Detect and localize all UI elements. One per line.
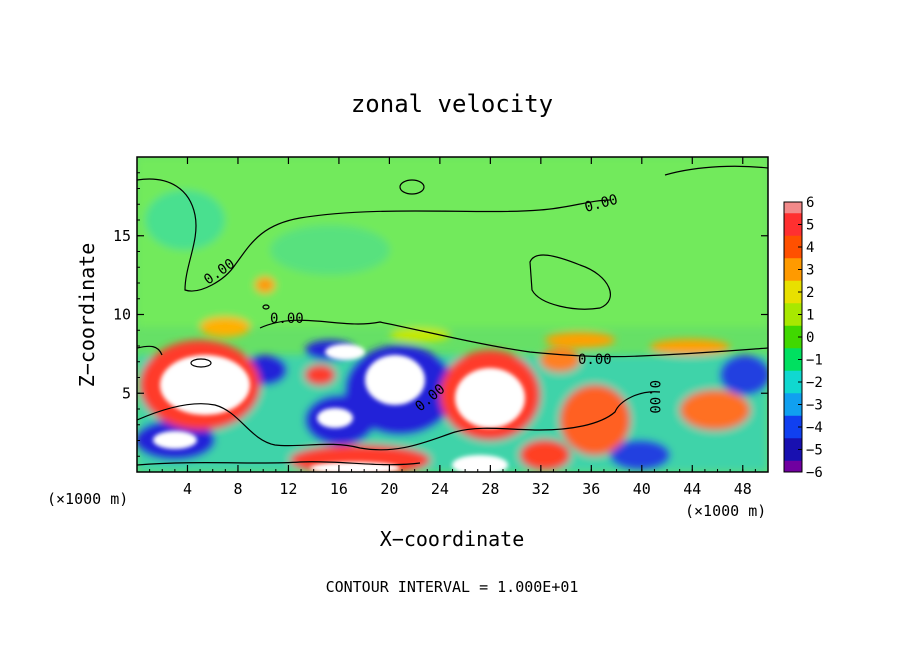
colorbar-swatch (784, 280, 802, 293)
x-tick-label: 4 (183, 480, 192, 498)
contour-label: 0.00 (646, 380, 662, 414)
min-core (153, 431, 197, 449)
colorbar-swatch (784, 427, 802, 439)
x-unit-right: (×1000 m) (685, 502, 766, 520)
min-core (452, 455, 508, 472)
colorbar-label: 1 (806, 308, 814, 324)
min-core (325, 344, 365, 360)
x-tick-label: 48 (734, 480, 752, 498)
colorbar-swatch (784, 314, 802, 327)
contour-label: 0.00 (270, 311, 304, 327)
x-tick-label: 44 (683, 480, 701, 498)
colorbar-label: 5 (806, 218, 814, 234)
colorbar-label: −6 (806, 465, 823, 481)
min-core (365, 355, 425, 405)
colorbar-swatch (784, 382, 802, 394)
x-tick-label: 40 (633, 480, 651, 498)
colorbar-swatch (784, 325, 802, 338)
y-tick-label: 5 (122, 384, 131, 402)
contour-line (190, 358, 212, 368)
colorbar-label: −3 (806, 398, 823, 414)
upper-field (137, 157, 768, 327)
colorbar-swatch (784, 337, 802, 349)
contour-line (137, 178, 611, 292)
colorbar-swatch (784, 213, 802, 225)
colorbar-swatch (784, 359, 802, 372)
chart-title: zonal velocity (351, 90, 553, 118)
positive-core (520, 440, 570, 470)
colorbar-swatch (784, 269, 802, 282)
contour-line (137, 461, 421, 466)
positive-core (305, 365, 335, 385)
contour-line (137, 345, 163, 356)
colorbar-label: 0 (806, 330, 814, 346)
y-tick-label: 15 (113, 227, 131, 245)
x-tick-label: 24 (431, 480, 449, 498)
cyan-patch (145, 190, 225, 250)
contour-lines (137, 165, 768, 466)
y-tick-label: 10 (113, 306, 131, 324)
y-axis-label: Z−coordinate (75, 243, 99, 388)
yellow-patch (545, 332, 615, 348)
yellow-patch (200, 317, 250, 337)
y-axis-ticks: 5 10 15 (113, 156, 768, 473)
colorbar-label: 2 (806, 285, 814, 301)
colorbar-swatch (784, 235, 802, 248)
x-axis-ticks: 4 8 12 16 20 24 28 32 36 40 44 48 (136, 157, 769, 498)
colorbar-swatch (784, 404, 802, 417)
positive-core (560, 385, 630, 455)
colorbar-swatch (784, 393, 802, 405)
colorbar-label: −2 (806, 375, 823, 391)
colorbar-swatch (784, 303, 802, 315)
colorbar: 6 5 4 3 2 1 0 −1 −2 −3 −4 −5 −6 (783, 195, 823, 481)
negative-core (720, 355, 768, 395)
yellow-patch (255, 277, 275, 293)
colorbar-label: −5 (806, 443, 823, 459)
positive-core (540, 348, 580, 372)
max-core (160, 355, 250, 415)
contour-line (262, 304, 270, 310)
colorbar-swatch (784, 258, 802, 270)
plot-area: 0.00 0.00 0.00 0.00 0.00 0.00 (137, 157, 768, 472)
yellow-patch (650, 339, 730, 355)
colorbar-label: −1 (806, 353, 823, 369)
x-tick-label: 12 (279, 480, 297, 498)
x-tick-label: 36 (582, 480, 600, 498)
colorbar-swatch (784, 415, 802, 428)
negative-core (610, 440, 670, 470)
x-unit-left: (×1000 m) (47, 490, 128, 508)
colorbar-swatch (784, 460, 802, 473)
contour-line (259, 319, 768, 358)
colorbar-swatch (784, 224, 802, 237)
contour-label: 0.00 (578, 352, 612, 368)
colorbar-swatch (784, 449, 802, 462)
colorbar-label: 4 (806, 240, 814, 256)
colorbar-label: 3 (806, 263, 814, 279)
max-core (455, 368, 525, 428)
positive-core (680, 390, 750, 430)
min-core (317, 408, 353, 428)
cyan-patch (270, 225, 390, 275)
x-tick-label: 8 (233, 480, 242, 498)
colorbar-swatch (784, 202, 802, 214)
x-axis-label: X−coordinate (380, 527, 525, 551)
colorbar-label: −4 (806, 420, 823, 436)
colorbar-swatch (784, 370, 802, 383)
contour-line (137, 391, 661, 451)
contour-interval-note: CONTOUR INTERVAL = 1.000E+01 (326, 578, 579, 596)
colorbar-swatch (784, 292, 802, 304)
colorbar-swatch (784, 348, 802, 360)
colorbar-label: 6 (806, 195, 814, 211)
yellow-patch (390, 328, 450, 342)
x-tick-label: 28 (481, 480, 499, 498)
contour-line (664, 165, 768, 176)
x-tick-label: 16 (330, 480, 348, 498)
colorbar-swatch (784, 247, 802, 259)
x-tick-label: 20 (380, 480, 398, 498)
colorbar-swatch (784, 438, 802, 450)
x-tick-label: 32 (532, 480, 550, 498)
contour-line (529, 254, 611, 310)
contour-line (399, 179, 425, 195)
